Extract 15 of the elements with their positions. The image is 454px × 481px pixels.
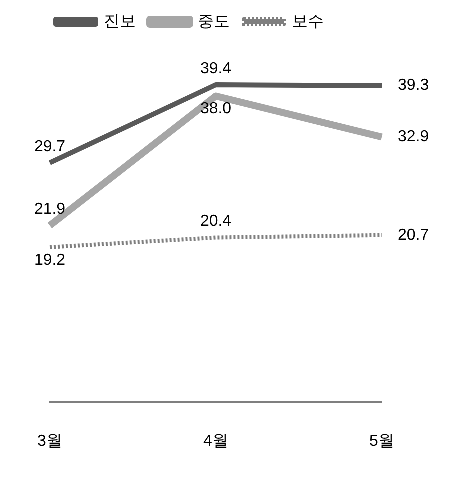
data-label: 19.2 (34, 252, 66, 269)
legend-label: 중도 (198, 13, 230, 30)
x-tick-label: 5월 (370, 432, 394, 450)
data-label: 20.4 (200, 213, 232, 230)
legend-label: 진보 (104, 13, 136, 30)
x-tick-label: 3월 (38, 432, 62, 450)
data-label: 39.4 (200, 60, 232, 78)
data-label: 29.7 (34, 138, 66, 156)
data-label: 39.3 (398, 77, 430, 94)
legend-label: 보수 (292, 13, 324, 30)
data-label: 38.0 (200, 100, 232, 118)
data-label: 32.9 (398, 128, 430, 146)
data-label: 20.7 (398, 226, 430, 244)
x-tick-label: 4월 (204, 432, 228, 450)
data-label: 21.9 (34, 201, 66, 218)
